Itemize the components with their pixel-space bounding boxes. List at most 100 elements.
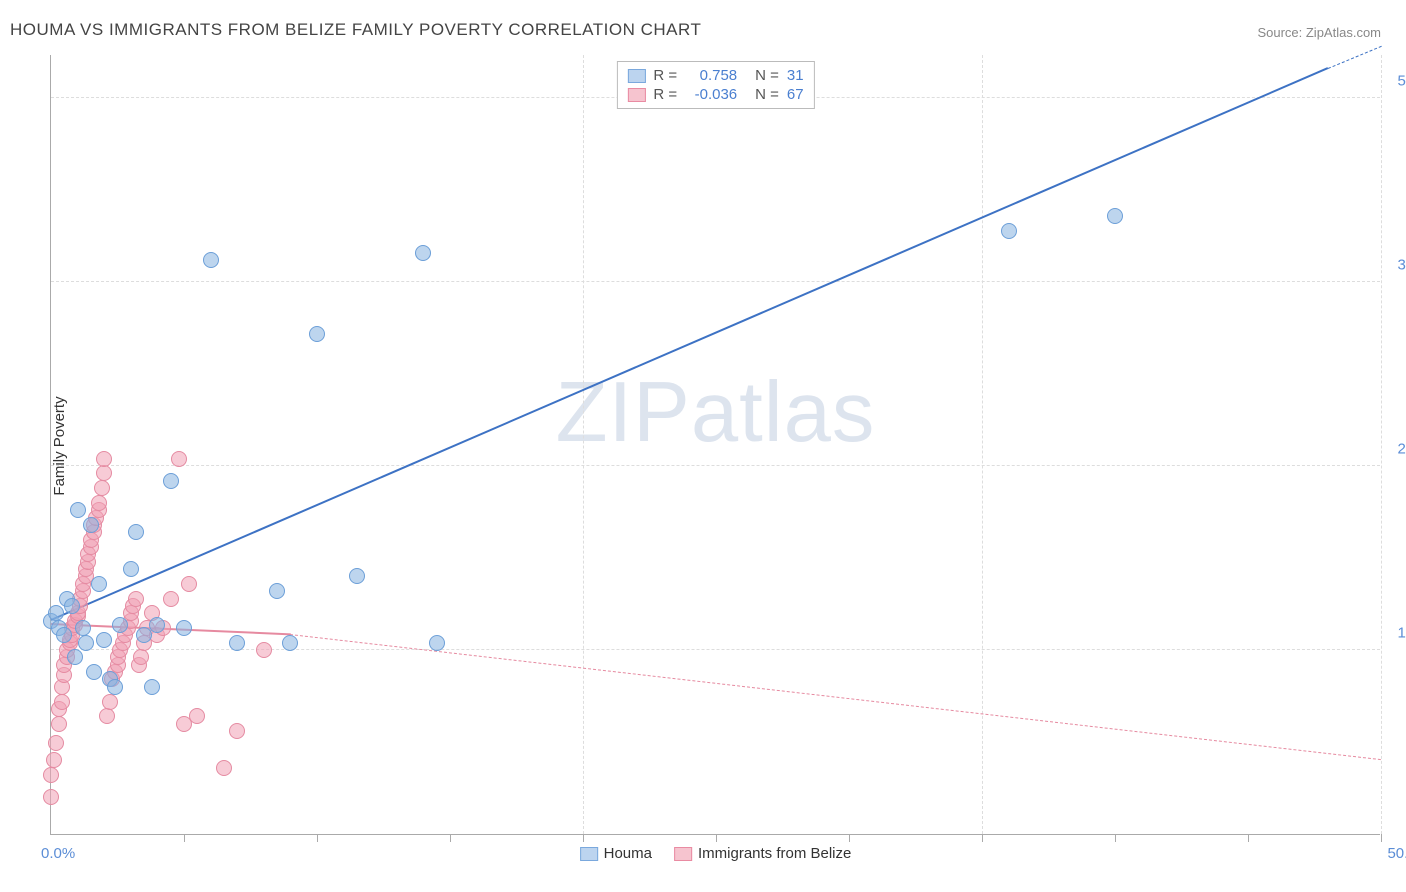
legend-item: Immigrants from Belize [674, 845, 851, 862]
data-point-pink [181, 576, 197, 592]
data-point-blue [415, 245, 431, 261]
legend-stats-row: R = 0.758 N = 31 [627, 66, 803, 85]
x-max-label: 50.0% [1387, 845, 1406, 862]
y-tick-label: 12.5% [1397, 625, 1406, 642]
data-point-pink [48, 735, 64, 751]
data-point-blue [282, 635, 298, 651]
trend-line [290, 634, 1381, 760]
data-point-blue [48, 605, 64, 621]
chart-title: HOUMA VS IMMIGRANTS FROM BELIZE FAMILY P… [10, 20, 701, 40]
data-point-blue [136, 627, 152, 643]
trend-line [1328, 46, 1382, 69]
y-tick-label: 37.5% [1397, 257, 1406, 274]
legend-stats-row: R = -0.036 N = 67 [627, 85, 803, 104]
x-tick [849, 834, 850, 842]
data-point-blue [64, 598, 80, 614]
data-point-blue [78, 635, 94, 651]
data-point-blue [56, 627, 72, 643]
data-point-blue [107, 679, 123, 695]
gridline-h [51, 649, 1380, 650]
data-point-blue [429, 635, 445, 651]
data-point-blue [128, 524, 144, 540]
data-point-pink [128, 591, 144, 607]
correlation-chart: HOUMA VS IMMIGRANTS FROM BELIZE FAMILY P… [0, 0, 1406, 892]
data-point-pink [96, 465, 112, 481]
data-point-pink [229, 723, 245, 739]
x-tick [184, 834, 185, 842]
data-point-blue [86, 664, 102, 680]
x-tick [1115, 834, 1116, 842]
data-point-pink [43, 789, 59, 805]
data-point-pink [94, 480, 110, 496]
data-point-pink [216, 760, 232, 776]
data-point-pink [91, 495, 107, 511]
gridline-h [51, 465, 1380, 466]
data-point-pink [133, 649, 149, 665]
gridline-h [51, 281, 1380, 282]
x-tick [982, 834, 983, 842]
legend-item: Houma [580, 845, 652, 862]
legend-swatch [580, 847, 598, 861]
x-tick [1381, 834, 1382, 842]
data-point-pink [171, 451, 187, 467]
x-tick [317, 834, 318, 842]
data-point-blue [91, 576, 107, 592]
data-point-pink [96, 451, 112, 467]
data-point-blue [163, 473, 179, 489]
data-point-pink [54, 694, 70, 710]
data-point-pink [51, 716, 67, 732]
r-label: R = [653, 67, 677, 84]
n-label: N = [755, 86, 779, 103]
x-min-label: 0.0% [41, 845, 75, 862]
data-point-blue [176, 620, 192, 636]
legend-label: Houma [604, 845, 652, 862]
y-tick-label: 25.0% [1397, 441, 1406, 458]
data-point-pink [256, 642, 272, 658]
data-point-blue [75, 620, 91, 636]
legend-series: Houma Immigrants from Belize [580, 845, 852, 862]
data-point-blue [229, 635, 245, 651]
plot-area: ZIPatlas 12.5%25.0%37.5%50.0%0.0%50.0%R … [50, 55, 1380, 835]
data-point-blue [144, 679, 160, 695]
trend-line [51, 67, 1329, 621]
r-value: 0.758 [685, 67, 737, 84]
r-value: -0.036 [685, 86, 737, 103]
gridline-v [982, 55, 983, 834]
legend-swatch [627, 88, 645, 102]
data-point-pink [43, 767, 59, 783]
n-label: N = [755, 67, 779, 84]
n-value: 31 [787, 67, 804, 84]
data-point-pink [102, 694, 118, 710]
data-point-blue [123, 561, 139, 577]
y-tick-label: 50.0% [1397, 73, 1406, 90]
gridline-v [583, 55, 584, 834]
x-tick [716, 834, 717, 842]
n-value: 67 [787, 86, 804, 103]
data-point-blue [309, 326, 325, 342]
data-point-blue [149, 617, 165, 633]
source-attribution: Source: ZipAtlas.com [1257, 25, 1381, 40]
data-point-blue [70, 502, 86, 518]
data-point-blue [112, 617, 128, 633]
data-point-blue [349, 568, 365, 584]
data-point-blue [1107, 208, 1123, 224]
data-point-blue [96, 632, 112, 648]
data-point-pink [189, 708, 205, 724]
data-point-blue [83, 517, 99, 533]
data-point-blue [1001, 223, 1017, 239]
data-point-pink [46, 752, 62, 768]
x-tick [1248, 834, 1249, 842]
data-point-pink [163, 591, 179, 607]
data-point-pink [99, 708, 115, 724]
legend-swatch [627, 69, 645, 83]
data-point-blue [67, 649, 83, 665]
legend-swatch [674, 847, 692, 861]
x-tick [583, 834, 584, 842]
x-tick [450, 834, 451, 842]
data-point-blue [203, 252, 219, 268]
legend-label: Immigrants from Belize [698, 845, 851, 862]
data-point-blue [269, 583, 285, 599]
r-label: R = [653, 86, 677, 103]
gridline-v [1381, 55, 1382, 834]
legend-stats: R = 0.758 N = 31 R = -0.036 N = 67 [616, 61, 814, 109]
